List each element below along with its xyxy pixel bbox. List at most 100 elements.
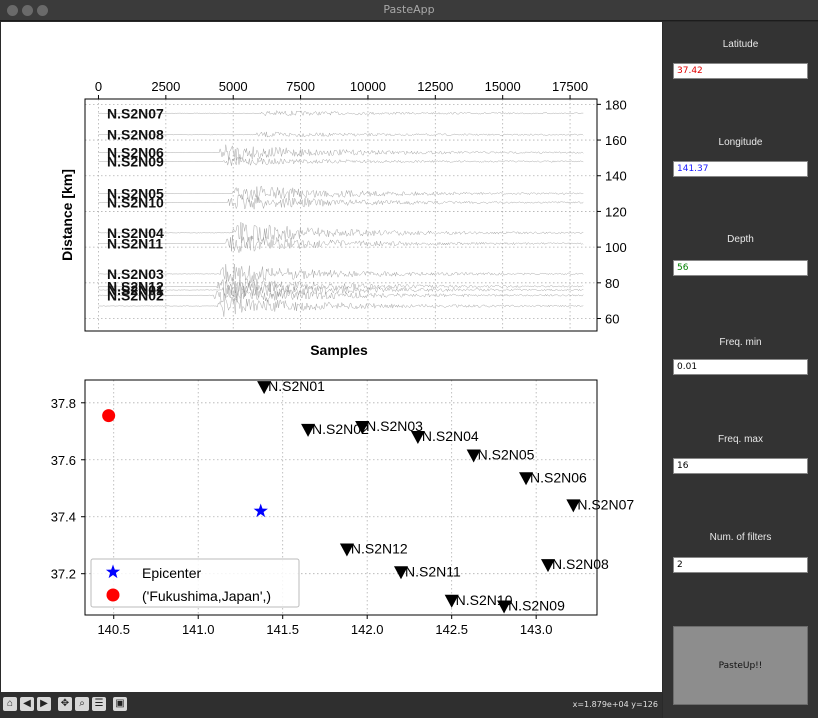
y-tick-label: 160 (605, 133, 627, 148)
close-window-button[interactable] (7, 5, 18, 16)
trace-label: N.S2N03 (107, 266, 164, 282)
y-tick-label: 80 (605, 276, 619, 291)
freq-min-input[interactable] (673, 359, 808, 375)
station-marker (410, 430, 425, 444)
station-label: N.S2N09 (508, 597, 565, 613)
window-titlebar: PasteApp (0, 0, 818, 21)
station-label: N.S2N06 (530, 469, 587, 485)
station-label: N.S2N03 (366, 418, 423, 434)
trace-label: N.S2N05 (107, 186, 164, 202)
trace-label: N.S2N07 (107, 105, 164, 121)
station-label: N.S2N01 (268, 378, 325, 394)
window-title: PasteApp (383, 3, 435, 16)
figure-svg: N.S2N07N.S2N08N.S2N06N.S2N09N.S2N05N.S2N… (51, 79, 635, 637)
x-tick-label: 10000 (350, 79, 386, 94)
y-tick-label: 37.4 (51, 510, 76, 525)
station-marker (301, 423, 316, 437)
y-tick-label: 37.8 (51, 396, 76, 411)
x-tick-label: 17500 (552, 79, 588, 94)
trace-label: N.S2N04 (107, 225, 164, 241)
latitude-input[interactable] (673, 63, 808, 79)
num-filters-input[interactable] (673, 557, 808, 573)
map-legend: Epicenter ('Fukushima,Japan',) (90, 558, 300, 608)
y-tick-label: 140 (605, 169, 627, 184)
depth-label: Depth (727, 234, 754, 245)
station-label: N.S2N08 (552, 556, 609, 572)
freq-min-label: Freq. min (719, 337, 762, 348)
seismic-trace (98, 285, 584, 304)
latitude-label: Latitude (722, 39, 759, 50)
station-marker (497, 600, 512, 614)
station-label: N.S2N10 (456, 592, 513, 608)
x-tick-label: 7500 (286, 79, 315, 94)
minimize-window-button[interactable] (22, 5, 33, 16)
station-label: N.S2N02 (312, 421, 369, 437)
longitude-label: Longitude (718, 137, 763, 148)
station-label: N.S2N11 (405, 563, 461, 579)
x-tick-label: 5000 (219, 79, 248, 94)
zoom-icon[interactable]: ⌕ (75, 697, 89, 711)
x-tick-label: 15000 (485, 79, 521, 94)
x-tick-label: 143.0 (520, 622, 553, 637)
trace-label: N.S2N11 (107, 236, 163, 252)
legend-box (90, 558, 300, 608)
seismic-trace (98, 185, 584, 203)
station-marker (466, 449, 481, 463)
back-icon[interactable]: ◀ (20, 697, 34, 711)
maximize-window-button[interactable] (37, 5, 48, 16)
trace-label: N.S2N06 (107, 145, 164, 161)
save-icon[interactable]: ▣ (113, 697, 127, 711)
configure-icon[interactable]: ☰ (92, 697, 106, 711)
seismic-trace (98, 281, 584, 299)
station-label: N.S2N07 (577, 496, 634, 512)
trace-label: N.S2N10 (107, 195, 164, 211)
plot-toolbar: ⌂ ◀ ▶ ✥ ⌕ ☰ ▣ x=1.879e+04 y=126 (0, 692, 662, 718)
city-marker (102, 409, 116, 423)
num-filters-label: Num. of filters (709, 532, 772, 543)
x-tick-label: 0 (95, 79, 102, 94)
x-tick-label: 142.5 (435, 622, 468, 637)
pan-icon[interactable]: ✥ (58, 697, 72, 711)
seismic-trace (98, 131, 584, 138)
freq-max-input[interactable] (673, 458, 808, 474)
x-tick-label: 2500 (151, 79, 180, 94)
station-marker (566, 499, 581, 513)
x-tick-label: 141.5 (266, 622, 299, 637)
station-marker (444, 594, 459, 608)
trace-label: N.S2N12 (107, 278, 164, 294)
forward-icon[interactable]: ▶ (37, 697, 51, 711)
legend-circle-marker (106, 588, 120, 602)
station-marker (339, 543, 354, 557)
seismic-trace (98, 222, 584, 243)
x-tick-label: 140.5 (97, 622, 130, 637)
seismic-trace (98, 263, 584, 283)
y-tick-label: 180 (605, 97, 627, 112)
y-tick-label: 120 (605, 204, 627, 219)
x-tick-label: 12500 (417, 79, 453, 94)
station-marker (393, 566, 408, 580)
x-tick-label: 142.0 (351, 622, 384, 637)
cursor-coordinates: x=1.879e+04 y=126 (572, 700, 658, 709)
control-panel: Latitude Longitude Depth Freq. min Freq.… (663, 22, 818, 718)
station-label: N.S2N05 (478, 446, 535, 462)
station-marker (257, 381, 272, 395)
map-plot-frame (84, 379, 598, 616)
depth-input[interactable] (673, 260, 808, 276)
station-label: N.S2N12 (351, 540, 408, 556)
trace-label: N.S2N02 (107, 287, 164, 303)
figure-canvas[interactable]: N.S2N07 N.S2N08 N.S2N06 N.S2N09 N.S2N05 N.S2N… (1, 22, 662, 692)
x-tick-label: 141.0 (182, 622, 215, 637)
y-axis-label: Distance [km] (59, 169, 75, 261)
longitude-input[interactable] (673, 161, 808, 177)
legend-label: Epicenter (142, 565, 201, 581)
record-plot-frame (84, 98, 598, 332)
x-axis-label: Samples (310, 342, 368, 358)
seismic-trace (98, 275, 584, 296)
epicenter-marker (253, 503, 268, 518)
station-marker (519, 472, 534, 486)
home-icon[interactable]: ⌂ (3, 697, 17, 711)
paste-up-button[interactable]: PasteUp!! (673, 626, 808, 705)
record-section-plot: N.S2N07N.S2N08N.S2N06N.S2N09N.S2N05N.S2N… (59, 79, 627, 358)
seismic-trace (98, 194, 584, 210)
